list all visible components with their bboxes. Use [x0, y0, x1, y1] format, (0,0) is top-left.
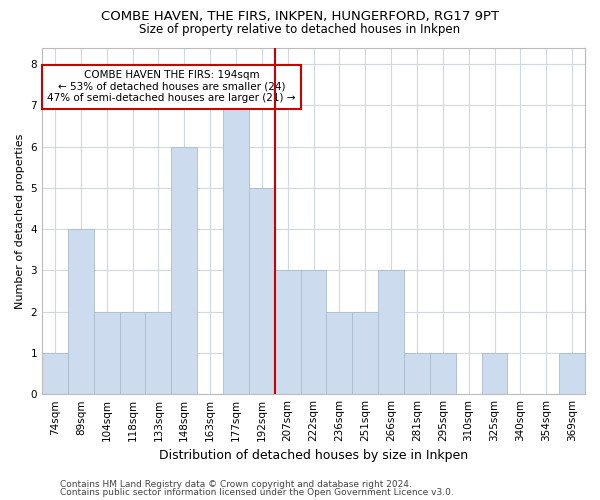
Bar	[301, 270, 326, 394]
Text: Contains HM Land Registry data © Crown copyright and database right 2024.: Contains HM Land Registry data © Crown c…	[60, 480, 412, 489]
Bar	[68, 229, 94, 394]
Bar	[275, 270, 301, 394]
Bar	[119, 312, 145, 394]
Bar	[326, 312, 352, 394]
Bar	[482, 353, 508, 394]
Y-axis label: Number of detached properties: Number of detached properties	[15, 133, 25, 308]
Bar	[145, 312, 172, 394]
Bar	[42, 353, 68, 394]
Bar	[249, 188, 275, 394]
Text: COMBE HAVEN, THE FIRS, INKPEN, HUNGERFORD, RG17 9PT: COMBE HAVEN, THE FIRS, INKPEN, HUNGERFOR…	[101, 10, 499, 23]
Bar	[223, 106, 249, 394]
Bar	[559, 353, 585, 394]
Bar	[352, 312, 378, 394]
Text: Size of property relative to detached houses in Inkpen: Size of property relative to detached ho…	[139, 22, 461, 36]
Bar	[94, 312, 119, 394]
Text: COMBE HAVEN THE FIRS: 194sqm
← 53% of detached houses are smaller (24)
47% of se: COMBE HAVEN THE FIRS: 194sqm ← 53% of de…	[47, 70, 296, 103]
X-axis label: Distribution of detached houses by size in Inkpen: Distribution of detached houses by size …	[159, 450, 468, 462]
Bar	[404, 353, 430, 394]
Text: Contains public sector information licensed under the Open Government Licence v3: Contains public sector information licen…	[60, 488, 454, 497]
Bar	[378, 270, 404, 394]
Bar	[172, 146, 197, 394]
Bar	[430, 353, 456, 394]
